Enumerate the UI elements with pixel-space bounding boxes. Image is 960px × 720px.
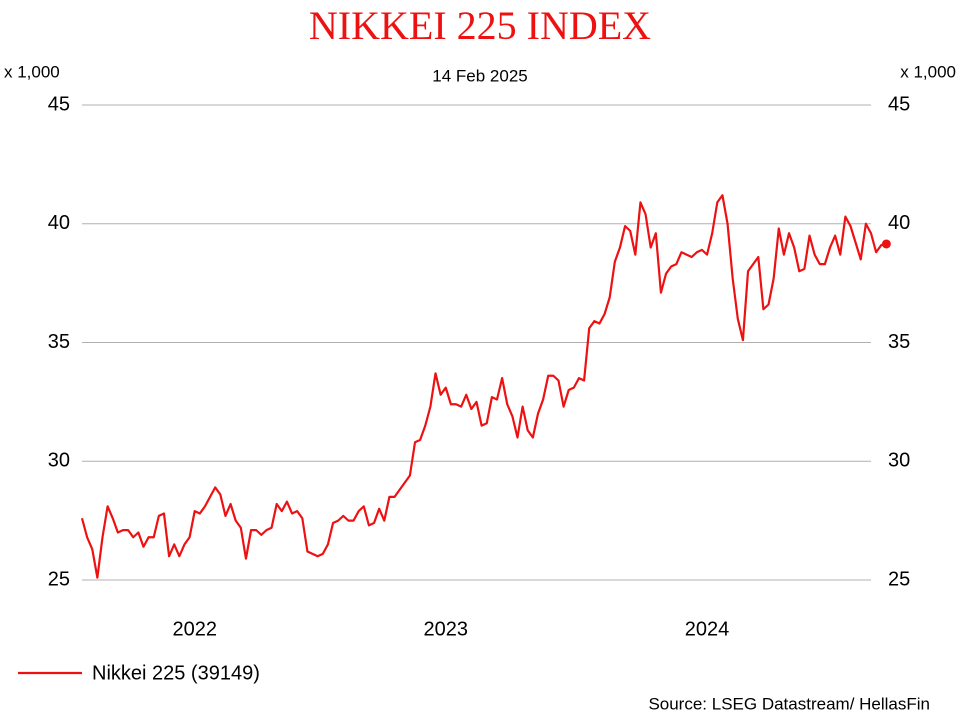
y-tick-label: 30 [48,450,70,472]
y-tick-label: 45 [48,93,70,115]
line-series [80,194,887,579]
x-tick-label: 2023 [424,618,469,640]
x-tick-label: 2022 [172,618,217,640]
y2-tick-label: 30 [888,450,910,472]
source: Source: LSEG Datastream/ HellasFin [648,694,930,713]
x-tick-label: 2024 [685,618,730,640]
y-tick-label: 40 [48,212,70,234]
last-point [881,239,891,249]
y2-unit-label: x 1,000 [900,62,956,81]
y-unit-label: x 1,000 [4,62,60,81]
legend-label: Nikkei 225 (39149) [92,662,260,684]
y2-tick-label: 25 [888,568,910,590]
y2-tick-label: 45 [888,93,910,115]
y-tick-label: 35 [48,331,70,353]
y2-tick-label: 40 [888,212,910,234]
chart-title: NIKKEI 225 INDEX [309,3,651,48]
subtitle: 14 Feb 2025 [432,66,527,85]
y2-tick-label: 35 [888,331,910,353]
y-tick-label: 25 [48,568,70,590]
